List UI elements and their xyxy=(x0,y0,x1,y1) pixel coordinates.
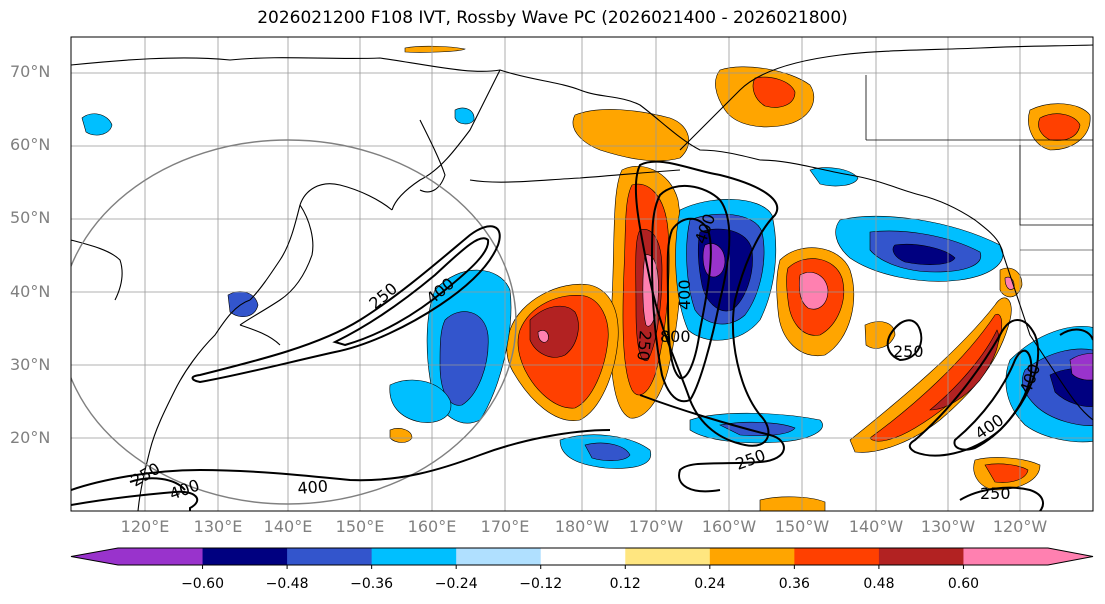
colorbar-segment xyxy=(794,548,880,565)
colorbar-segment xyxy=(371,548,457,565)
colorbar-tick-label: 0.60 xyxy=(947,576,980,592)
colorbar-segment xyxy=(709,548,795,565)
lon-label-120w: 120°W xyxy=(992,517,1048,536)
lon-label-130w: 130°W xyxy=(920,517,976,536)
lon-label-180w: 180°W xyxy=(554,517,610,536)
colorbar-segment xyxy=(456,548,542,565)
lat-label-50n: 50°N xyxy=(10,208,51,227)
colorbar-tick-label: −0.24 xyxy=(434,576,478,592)
colorbar-tick-label: −0.48 xyxy=(265,576,309,592)
lon-label-120e: 120°E xyxy=(120,517,170,536)
colorbar-segment xyxy=(202,548,288,565)
lon-label-160e: 160°E xyxy=(407,517,457,536)
colorbar-segment xyxy=(963,548,1049,565)
lon-label-160w: 160°W xyxy=(701,517,757,536)
lat-label-20n: 20°N xyxy=(10,428,51,447)
colorbar-segment xyxy=(540,548,626,565)
colorbar-segment xyxy=(878,548,964,565)
lon-label-150w: 150°W xyxy=(774,517,830,536)
map-title: 2026021200 F108 IVT, Rossby Wave PC (202… xyxy=(257,8,848,28)
colorbar-tick-label: −0.12 xyxy=(519,576,563,592)
contour-label: 400 xyxy=(675,279,694,310)
lon-label-140e: 140°E xyxy=(263,517,313,536)
colorbar-tick-label: 0.12 xyxy=(609,576,641,592)
colorbar xyxy=(70,547,1094,569)
lat-label-40n: 40°N xyxy=(10,282,51,301)
colorbar-tick-label: 0.48 xyxy=(863,576,895,592)
lat-label-70n: 70°N xyxy=(10,62,51,81)
contour-label: 250 xyxy=(980,484,1011,503)
lon-label-140w: 140°W xyxy=(848,517,904,536)
lon-label-170e: 170°E xyxy=(480,517,530,536)
contour-label: 800 xyxy=(660,327,691,346)
ivt-contours xyxy=(71,160,1093,511)
colorbar-extend-max xyxy=(1048,548,1093,565)
domain-ellipse xyxy=(71,139,517,505)
colorbar-tick-label: −0.36 xyxy=(350,576,394,592)
lon-label-150e: 150°E xyxy=(335,517,385,536)
colorbar-extend-min xyxy=(71,548,118,565)
colorbar-tick-label: 0.24 xyxy=(694,576,726,592)
map-graticule xyxy=(71,37,1093,511)
colorbar-tick-label: −0.60 xyxy=(181,576,224,592)
lat-label-30n: 30°N xyxy=(10,355,51,374)
colorbar-segment xyxy=(287,548,373,565)
colorbar-segment xyxy=(625,548,711,565)
ivt-shading xyxy=(81,45,1093,511)
map-plot-area: 250 400 250 400 800 400 250 250 400 400 … xyxy=(71,37,1093,511)
contour-label: 250 xyxy=(893,342,924,361)
colorbar-outline xyxy=(70,547,1094,566)
lon-label-170w: 170°W xyxy=(628,517,684,536)
contour-label: 400 xyxy=(297,476,329,498)
map-frame xyxy=(70,36,1094,512)
lon-label-130e: 130°E xyxy=(193,517,243,536)
colorbar-segment xyxy=(118,548,204,565)
colorbar-tick-label: 0.36 xyxy=(778,576,810,592)
lat-label-60n: 60°N xyxy=(10,135,51,154)
contour-label: 250 xyxy=(633,330,655,362)
